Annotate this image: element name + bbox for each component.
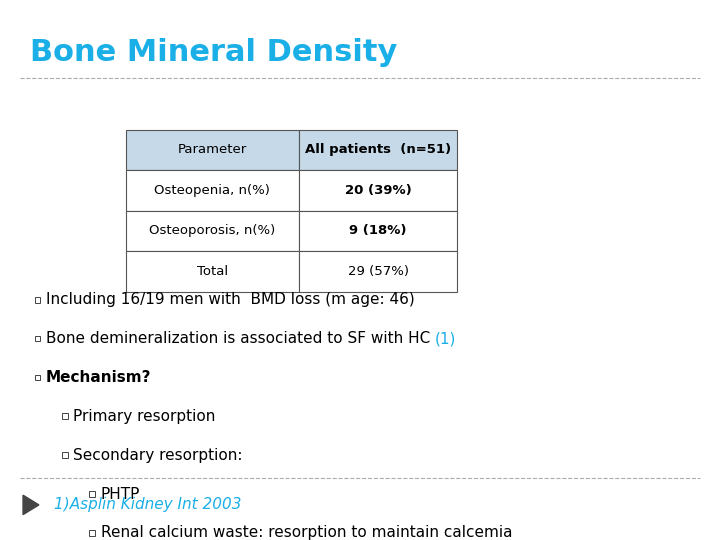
- Bar: [126, 211, 299, 251]
- Text: Total: Total: [197, 265, 228, 278]
- Bar: [126, 251, 299, 292]
- Bar: [35, 336, 40, 341]
- Bar: [89, 530, 95, 536]
- Text: Osteopenia, n(%): Osteopenia, n(%): [155, 184, 270, 197]
- Bar: [35, 375, 40, 380]
- Bar: [35, 297, 40, 302]
- Bar: [299, 130, 457, 170]
- Text: 1)Asplin Kidney Int 2003: 1)Asplin Kidney Int 2003: [54, 497, 241, 512]
- Polygon shape: [23, 495, 39, 515]
- Bar: [299, 211, 457, 251]
- Text: (1): (1): [435, 331, 456, 346]
- Text: Osteoporosis, n(%): Osteoporosis, n(%): [149, 224, 276, 238]
- Text: Primary resorption: Primary resorption: [73, 409, 216, 424]
- Bar: [299, 170, 457, 211]
- Text: Bone demineralization is associated to SF with HC: Bone demineralization is associated to S…: [46, 331, 435, 346]
- Text: Bone Mineral Density: Bone Mineral Density: [30, 38, 397, 67]
- Text: Mechanism?: Mechanism?: [46, 370, 152, 385]
- Text: 29 (57%): 29 (57%): [348, 265, 408, 278]
- Bar: [89, 491, 95, 497]
- Text: 20 (39%): 20 (39%): [345, 184, 411, 197]
- Bar: [126, 170, 299, 211]
- Text: Including 16/19 men with  BMD loss (m age: 46): Including 16/19 men with BMD loss (m age…: [46, 292, 415, 307]
- Text: Parameter: Parameter: [178, 143, 247, 157]
- Bar: [126, 130, 299, 170]
- Text: 9 (18%): 9 (18%): [349, 224, 407, 238]
- Text: PHTP: PHTP: [101, 487, 140, 502]
- Text: All patients  (n=51): All patients (n=51): [305, 143, 451, 157]
- Bar: [299, 251, 457, 292]
- Bar: [62, 414, 68, 419]
- Text: Secondary resorption:: Secondary resorption:: [73, 448, 243, 463]
- Text: Renal calcium waste: resorption to maintain calcemia: Renal calcium waste: resorption to maint…: [101, 525, 513, 540]
- Bar: [62, 453, 68, 458]
